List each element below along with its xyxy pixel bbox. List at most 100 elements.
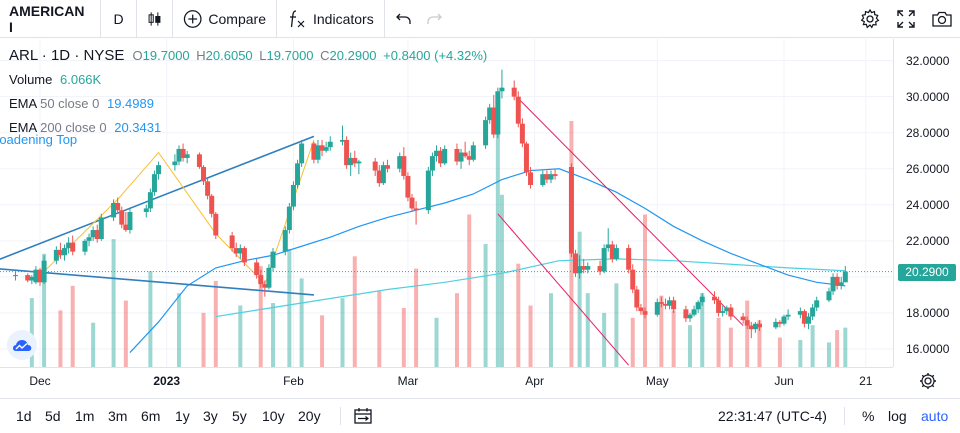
volume-bar xyxy=(238,305,243,367)
volume-bar xyxy=(499,194,504,367)
candle-body xyxy=(241,248,247,263)
volume-bar xyxy=(700,293,705,367)
candle-body xyxy=(311,143,317,160)
volume-bar xyxy=(528,305,533,367)
range-3m-button[interactable]: 3m xyxy=(108,408,128,424)
volume-bar xyxy=(467,214,472,367)
ema50-value: 19.4989 xyxy=(106,96,154,111)
range-5y-button[interactable]: 5y xyxy=(232,408,247,424)
candle-body xyxy=(838,282,844,286)
chart-type-button[interactable] xyxy=(137,0,173,38)
volume-bar xyxy=(745,300,750,367)
candle-body xyxy=(299,143,305,164)
snapshot-button[interactable] xyxy=(924,0,960,38)
candle-body xyxy=(540,174,546,185)
range-6m-button[interactable]: 6m xyxy=(141,408,161,424)
candle-body xyxy=(834,276,840,286)
candle-body xyxy=(511,87,517,97)
range-10y-button[interactable]: 10y xyxy=(262,408,285,424)
settings-icon xyxy=(920,373,936,389)
price-tick-label: 16.0000 xyxy=(906,341,950,356)
price-axis[interactable]: 32.0000 30.0000 28.0000 26.0000 24.0000 22.00… xyxy=(893,39,960,367)
candle-body xyxy=(66,242,72,249)
candle-body xyxy=(609,244,615,259)
volume-bar xyxy=(483,244,488,367)
ema50-label: EMA xyxy=(9,96,37,111)
range-1y-button[interactable]: 1y xyxy=(175,408,190,424)
volume-bar xyxy=(643,214,648,367)
candle-body xyxy=(344,139,350,166)
redo-icon[interactable] xyxy=(425,10,443,28)
clock-timezone[interactable]: 22:31:47 (UTC-4) xyxy=(718,408,827,424)
volume-legend[interactable]: Volume 6.066K xyxy=(9,72,101,87)
settings-button[interactable] xyxy=(852,0,888,38)
candle-body xyxy=(667,300,673,306)
fullscreen-button[interactable] xyxy=(888,0,924,38)
candle-body xyxy=(638,307,644,312)
candle-body xyxy=(33,269,39,283)
candle-body xyxy=(327,141,333,148)
symbol-search-button[interactable]: AMERICAN I xyxy=(0,0,101,38)
candle-body xyxy=(585,266,591,270)
range-1m-button[interactable]: 1m xyxy=(75,408,95,424)
ema200-value: 20.3431 xyxy=(114,120,162,135)
candle-body xyxy=(119,210,125,225)
ema50-line xyxy=(129,168,846,353)
candle-body xyxy=(842,271,848,283)
candle-body xyxy=(724,307,730,312)
interval-button[interactable]: D xyxy=(101,0,137,38)
candle-body xyxy=(687,314,693,319)
volume-bar xyxy=(258,266,263,367)
candle-body xyxy=(270,251,276,268)
volume-bar xyxy=(377,290,382,367)
candle-body xyxy=(62,248,68,256)
ema200-legend[interactable]: EMA 200 close 0 20.3431 xyxy=(9,120,161,135)
candle-body xyxy=(470,145,476,160)
volume-bar xyxy=(585,293,590,367)
candle-body xyxy=(429,156,435,171)
volume-bar xyxy=(728,327,733,367)
axis-settings-button[interactable] xyxy=(918,371,938,391)
time-axis[interactable]: Dec 2023 Feb Mar Apr May Jun 21 xyxy=(0,367,893,394)
divider xyxy=(844,407,845,425)
range-20y-button[interactable]: 20y xyxy=(298,408,321,424)
candle-body xyxy=(744,320,750,326)
candle-body xyxy=(454,148,460,162)
volume-bar xyxy=(798,339,803,367)
volume-bar xyxy=(401,307,406,367)
volume-value: 6.066K xyxy=(60,72,102,87)
candle-body xyxy=(176,148,182,162)
volume-bar xyxy=(148,271,153,367)
auto-toggle[interactable]: auto xyxy=(921,408,949,424)
price-chart[interactable] xyxy=(0,39,893,367)
close-value: 20.2900 xyxy=(329,48,377,63)
price-tick-label: 32.0000 xyxy=(906,53,950,68)
candle-body xyxy=(781,316,787,324)
volume-bar xyxy=(716,317,721,367)
candle-body xyxy=(699,296,705,303)
candle-body xyxy=(98,217,104,240)
range-3y-button[interactable]: 3y xyxy=(203,408,218,424)
tradingview-logo[interactable] xyxy=(7,330,37,360)
log-toggle[interactable]: log xyxy=(888,408,907,424)
ema50-legend[interactable]: EMA 50 close 0 19.4989 xyxy=(9,96,154,111)
candle-body xyxy=(630,269,636,290)
interval-label: D xyxy=(113,10,124,27)
legend-exchange: NYSE xyxy=(83,47,125,64)
compare-button[interactable]: Compare xyxy=(173,0,277,38)
candle-body xyxy=(573,253,579,274)
indicators-button[interactable]: Indicators xyxy=(277,0,385,38)
candle-body xyxy=(25,275,31,281)
undo-icon[interactable] xyxy=(395,10,413,28)
range-1d-button[interactable]: 1d xyxy=(16,408,32,424)
candles-icon xyxy=(148,11,161,26)
candle-body xyxy=(601,248,607,272)
go-to-date-button[interactable] xyxy=(353,407,373,425)
candle-body xyxy=(466,156,472,160)
volume-bar xyxy=(687,325,692,367)
candle-body xyxy=(806,316,812,324)
candle-body xyxy=(319,145,325,151)
range-5d-button[interactable]: 5d xyxy=(45,408,61,424)
percent-toggle[interactable]: % xyxy=(862,408,875,424)
candle-body xyxy=(315,145,321,160)
